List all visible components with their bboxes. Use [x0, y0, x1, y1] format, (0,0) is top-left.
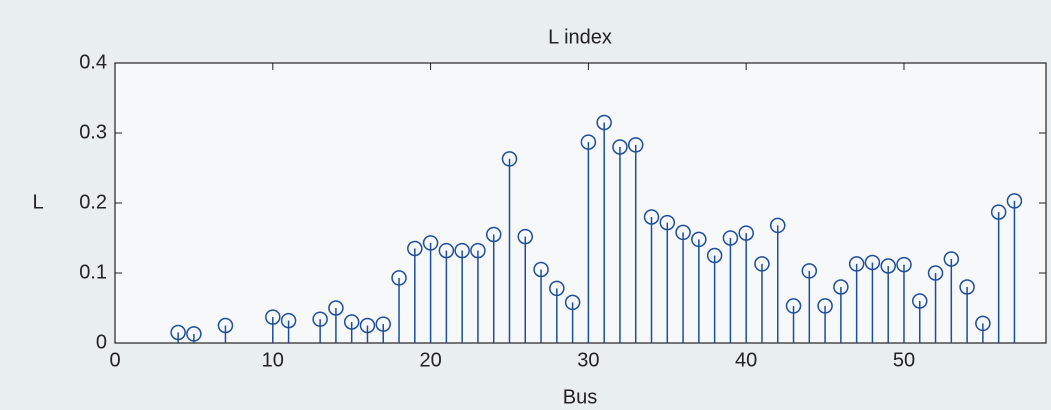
y-tick-label: 0.2 [79, 191, 107, 213]
y-tick-label: 0.1 [79, 261, 107, 283]
stem-marker [217, 317, 234, 334]
x-tick-label: 50 [893, 349, 915, 371]
stem-marker [833, 279, 849, 295]
stem-marker [848, 256, 865, 272]
stem-marker [880, 258, 896, 274]
stem-marker [501, 151, 518, 167]
stem-marker [485, 226, 502, 243]
plot-area [115, 63, 1046, 343]
stem-marker [801, 263, 818, 279]
stem-marker [359, 317, 376, 334]
stem-marker [659, 214, 676, 231]
stem-marker [517, 228, 534, 245]
stem-marker [975, 315, 991, 332]
stem-marker [596, 114, 612, 131]
x-tick-label: 30 [577, 349, 599, 371]
stem-marker [706, 247, 723, 264]
x-tick-label: 10 [262, 349, 284, 371]
stem-marker [170, 324, 186, 341]
stem-marker [990, 204, 1007, 220]
stem-marker [454, 242, 470, 259]
y-tick-label: 0 [96, 331, 107, 353]
stem-marker [1006, 193, 1023, 209]
stem-marker [785, 298, 802, 314]
stem-marker [265, 309, 281, 325]
y-tick-label: 0.4 [79, 51, 107, 73]
stem-marker [738, 225, 754, 241]
stem-marker [927, 265, 944, 281]
stem-marker [959, 279, 975, 295]
stem-marker [549, 280, 565, 297]
stem-marker [912, 293, 928, 309]
stem-marker [769, 217, 786, 234]
stem-marker [643, 209, 660, 225]
stem-marker [627, 137, 644, 153]
stem-marker [754, 256, 770, 272]
stem-marker [896, 256, 912, 273]
stem-marker [943, 251, 960, 267]
stem-marker [186, 326, 202, 342]
y-axis-label: L [32, 191, 43, 213]
stem-marker [438, 242, 455, 259]
stem-marker [280, 312, 297, 329]
stem-marker [675, 224, 691, 241]
stem-marker [564, 294, 581, 311]
stem-marker [328, 300, 344, 316]
x-tick-label: 0 [109, 349, 120, 371]
x-tick-label: 40 [735, 349, 757, 371]
stem-marker [422, 235, 439, 251]
stem-marker [375, 316, 392, 332]
stem-marker [817, 298, 833, 314]
stem-marker [612, 139, 628, 155]
stem-marker [533, 261, 549, 278]
plot-frame [114, 62, 1047, 344]
x-tick-label: 20 [419, 349, 441, 371]
y-tick-label: 0.3 [79, 121, 107, 143]
stem-marker [407, 240, 423, 257]
stem-marker [722, 230, 739, 246]
x-axis-label: Bus [563, 386, 597, 408]
stem-marker [691, 231, 707, 248]
stem-marker [343, 314, 360, 330]
stem-marker [470, 242, 486, 259]
stem-marker [864, 254, 881, 271]
chart-title: L index [548, 26, 612, 48]
stem-marker [580, 134, 597, 150]
stem-marker [391, 270, 407, 286]
stem-marker [312, 311, 328, 327]
